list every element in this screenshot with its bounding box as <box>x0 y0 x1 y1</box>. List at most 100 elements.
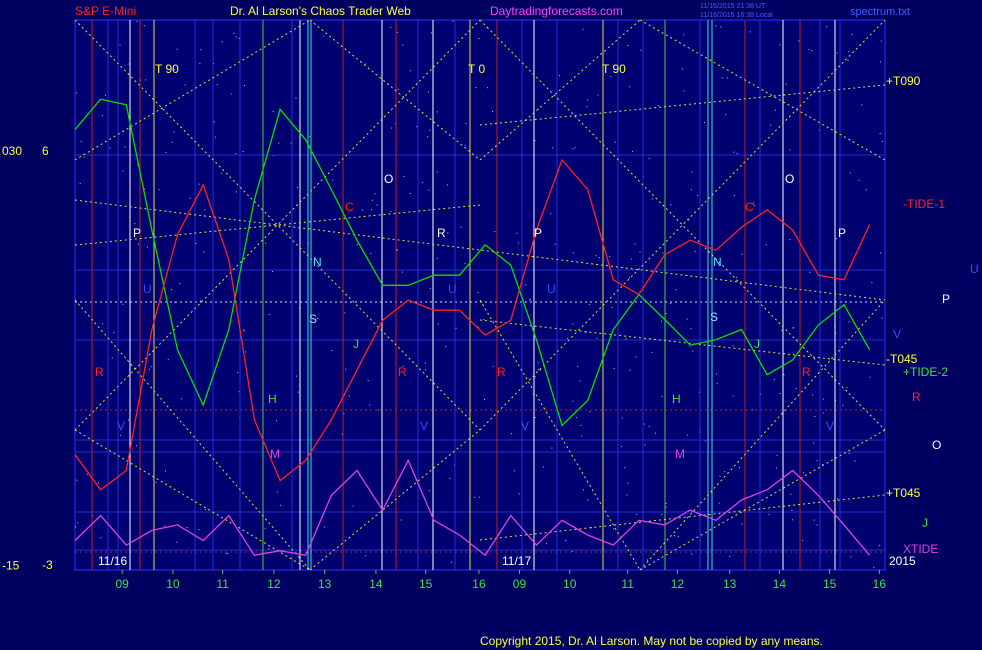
annotation: U <box>448 282 457 296</box>
star <box>238 37 240 39</box>
star <box>670 303 672 305</box>
star <box>609 256 611 258</box>
star <box>662 252 664 254</box>
star <box>770 124 772 126</box>
star <box>92 515 94 517</box>
star <box>204 509 206 511</box>
annotation: M <box>270 447 280 461</box>
star <box>365 555 367 557</box>
star <box>849 172 851 174</box>
star <box>865 189 867 191</box>
star <box>449 477 451 479</box>
star <box>808 49 810 51</box>
star <box>796 338 798 340</box>
star <box>403 175 405 177</box>
y-tick-label: -15 <box>2 558 20 572</box>
annotation: H <box>268 392 277 406</box>
star <box>546 543 548 545</box>
star <box>534 416 536 418</box>
star <box>847 59 849 61</box>
star <box>343 413 345 415</box>
star <box>235 36 237 38</box>
star <box>204 209 206 211</box>
star <box>733 151 735 153</box>
star <box>245 351 247 353</box>
star <box>657 105 659 107</box>
star <box>390 26 392 28</box>
star <box>104 94 106 96</box>
star <box>611 306 613 308</box>
star <box>694 250 696 252</box>
star <box>823 412 825 414</box>
star <box>80 140 82 142</box>
copyright: Copyright 2015, Dr. Al Larson. May not b… <box>480 634 823 648</box>
star <box>739 467 741 469</box>
star <box>140 79 142 81</box>
star <box>789 149 791 151</box>
star <box>741 253 743 255</box>
x-tick-label: 12 <box>671 577 685 591</box>
star <box>356 243 358 245</box>
file-name: spectrum.txt <box>850 6 910 18</box>
star <box>425 369 427 371</box>
star <box>698 391 700 393</box>
star <box>720 26 722 28</box>
star <box>176 541 178 543</box>
star <box>716 382 718 384</box>
star <box>692 350 694 352</box>
star <box>122 303 124 305</box>
x-tick-label: 11 <box>621 577 634 591</box>
star <box>851 33 853 35</box>
star <box>331 350 333 352</box>
series-line <box>74 458 871 557</box>
right-label: V <box>893 327 901 341</box>
star <box>198 183 200 185</box>
star <box>244 85 246 87</box>
star <box>396 249 398 251</box>
x-tick-label: 14 <box>369 577 383 591</box>
star <box>396 31 398 33</box>
star <box>324 526 326 528</box>
star <box>475 87 477 89</box>
timestamp: 11/16/2015 21:38 UT <box>700 3 766 10</box>
star <box>145 79 147 81</box>
star <box>278 142 280 144</box>
star <box>768 514 770 516</box>
star <box>654 432 656 434</box>
star <box>625 338 627 340</box>
star <box>583 489 585 491</box>
star <box>242 150 244 152</box>
star <box>378 409 380 411</box>
star <box>428 490 430 492</box>
star <box>297 186 299 188</box>
star <box>409 70 411 72</box>
x-tick-label: 10 <box>563 577 577 591</box>
annotation: R <box>95 365 104 379</box>
star <box>552 147 554 149</box>
star <box>816 460 818 462</box>
star <box>396 249 398 251</box>
star <box>644 423 646 425</box>
star <box>416 126 418 128</box>
annotation: N <box>313 255 322 269</box>
star <box>370 253 372 255</box>
x-tick-label: 15 <box>823 577 837 591</box>
star <box>430 32 432 34</box>
star <box>880 252 882 254</box>
star <box>627 45 629 47</box>
star <box>836 52 838 54</box>
star <box>816 524 818 526</box>
star <box>718 502 720 504</box>
star <box>167 359 169 361</box>
annotation: P <box>838 226 846 240</box>
star <box>268 548 270 550</box>
star <box>587 99 589 101</box>
star <box>332 179 334 181</box>
x-tick-label: 14 <box>773 577 787 591</box>
star <box>588 303 590 305</box>
star <box>213 62 215 64</box>
star <box>344 312 346 314</box>
star <box>297 391 299 393</box>
star <box>534 140 536 142</box>
star <box>790 493 792 495</box>
